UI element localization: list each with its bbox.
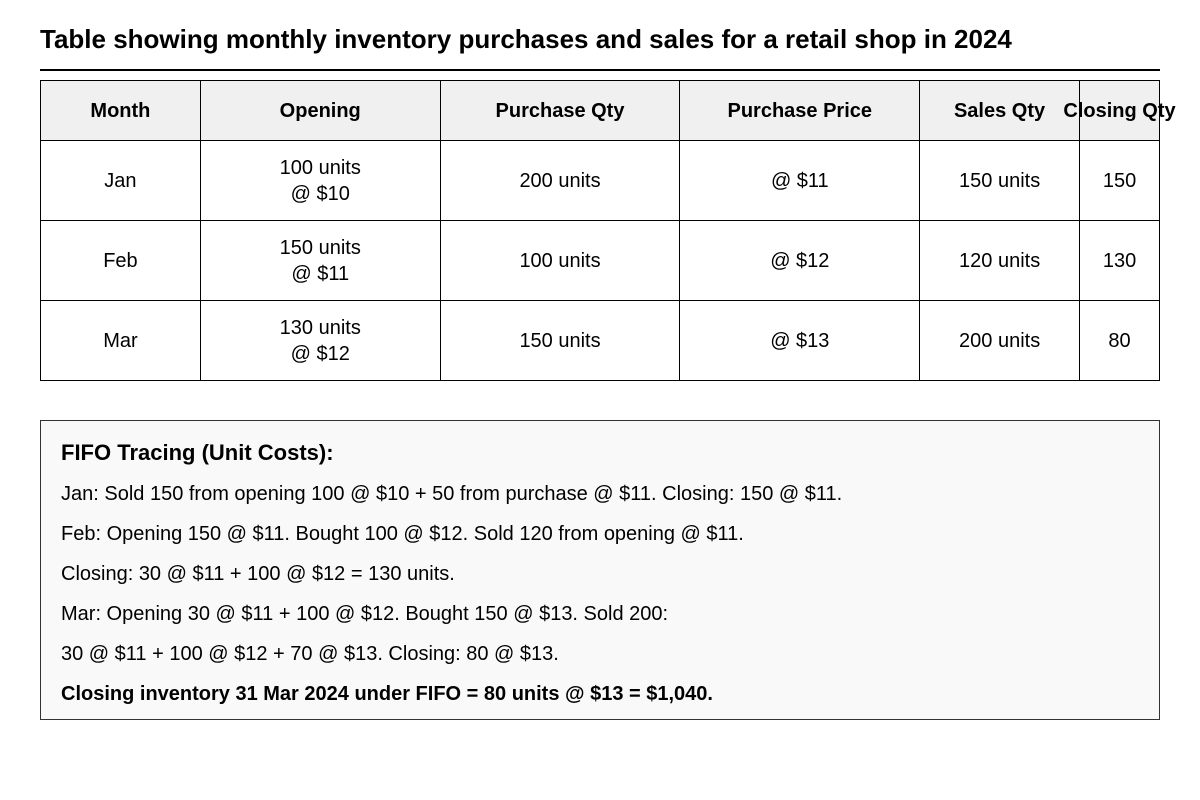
table-cell: 200 units: [440, 141, 681, 221]
table-cell: 100 units @ $10: [200, 141, 441, 221]
table-cell: 100 units: [440, 221, 681, 301]
header-cell: Month: [41, 81, 201, 141]
table-cell: 130: [1080, 221, 1160, 301]
cell-text: 150: [1102, 169, 1137, 192]
inventory-table: Month Opening Purchase Qty Purchase Price Sa…: [40, 80, 1176, 381]
cell-text: 80: [1108, 329, 1131, 352]
cell-text: 120 units: [959, 249, 1041, 272]
cell-text: 150 units: [959, 169, 1041, 192]
table-cell: 80: [1080, 301, 1160, 381]
table-cell: 150 units: [440, 301, 681, 381]
title-rule: [40, 69, 1160, 71]
table-cell: 120 units: [920, 221, 1081, 301]
table-cell: Jan: [41, 141, 201, 221]
header-cell: Closing Qty: [1063, 81, 1176, 141]
table-cell: Feb: [41, 221, 201, 301]
cell-text: @ $12: [770, 249, 830, 272]
notes-heading: FIFO Tracing (Unit Costs):: [61, 440, 334, 465]
table-row: Jan 100 units @ $10 200 units @ $11 150 units…: [41, 141, 1160, 221]
table-cell: 150 units @ $11: [200, 221, 441, 301]
cell-line: @ $10: [290, 182, 350, 205]
header-text: Purchase Qty: [495, 99, 625, 122]
notes-line: Mar: Opening 30 @ $11 + 100 @ $12. Bough…: [61, 603, 669, 625]
cell-text: @ $11: [770, 169, 829, 192]
cell-line: @ $11: [291, 262, 350, 285]
cell-text: Feb: [103, 249, 138, 272]
notes-line: Feb: Opening 150 @ $11. Bought 100 @ $12…: [61, 523, 744, 545]
cell-text: Jan: [104, 169, 137, 192]
header-text: Sales Qty: [953, 99, 1046, 122]
cell-line: 130 units: [279, 316, 361, 339]
table-cell: @ $12: [680, 221, 921, 301]
header-row: Month Opening Purchase Qty Purchase Price Sa…: [41, 81, 1176, 141]
header-cell: Sales Qty: [920, 81, 1080, 141]
table-row: Feb 150 units @ $11 100 units @ $12 120 units…: [41, 221, 1160, 301]
notes-line: Closing: 30 @ $11 + 100 @ $12 = 130 unit…: [61, 563, 455, 585]
fifo-notes: FIFO Tracing (Unit Costs): Jan: Sold 150 …: [40, 420, 1160, 720]
cell-text: 150 units: [519, 329, 601, 352]
notes-line: Jan: Sold 150 from opening 100 @ $10 + 5…: [61, 483, 843, 505]
table-row: Mar 130 units @ $12 150 units @ $13 200 units…: [41, 301, 1160, 381]
header-text: Opening: [279, 99, 361, 122]
cell-text: 100 units: [519, 249, 601, 272]
cell-line: @ $12: [290, 342, 350, 365]
table-cell: @ $11: [680, 141, 921, 221]
cell-text: 200 units: [959, 329, 1041, 352]
notes-conclusion: Closing inventory 31 Mar 2024 under FIFO…: [61, 683, 713, 705]
cell-line: 150 units: [279, 236, 361, 259]
header-cell: Purchase Qty: [440, 81, 681, 141]
header-text: Month: [90, 99, 151, 122]
table-cell: 150: [1080, 141, 1160, 221]
cell-line: 100 units: [279, 156, 361, 179]
cell-text: 130: [1102, 249, 1137, 272]
table-cell: 200 units: [920, 301, 1081, 381]
notes-line: 30 @ $11 + 100 @ $12 + 70 @ $13. Closing…: [61, 643, 559, 665]
header-text: Closing Qty: [1063, 99, 1176, 122]
header-cell: Opening: [200, 81, 441, 141]
table-cell: 130 units @ $12: [200, 301, 441, 381]
table-cell: @ $13: [680, 301, 921, 381]
table-cell: 150 units: [920, 141, 1081, 221]
cell-text: @ $13: [770, 329, 830, 352]
title: Table showing monthly inventory purchase…: [40, 24, 1012, 54]
cell-text: Mar: [103, 329, 138, 352]
cell-text: 200 units: [519, 169, 601, 192]
header-cell: Purchase Price: [680, 81, 921, 141]
table-cell: Mar: [41, 301, 201, 381]
header-text: Purchase Price: [727, 99, 873, 122]
